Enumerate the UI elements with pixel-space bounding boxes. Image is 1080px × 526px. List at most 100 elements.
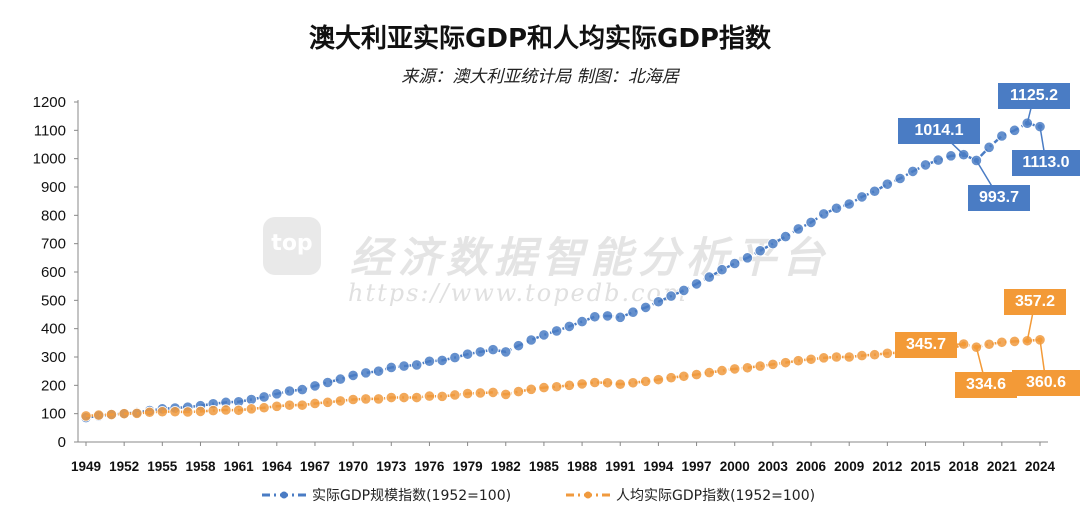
data-point-per-capita — [983, 338, 995, 350]
x-tick-label: 1976 — [414, 459, 445, 474]
data-point-gdp — [334, 373, 346, 385]
data-point-gdp — [296, 383, 308, 396]
data-point-gdp — [385, 361, 397, 374]
x-tick-label: 2003 — [758, 459, 789, 474]
data-point-per-capita — [169, 406, 181, 418]
x-tick-label: 1988 — [567, 459, 598, 474]
data-point-per-capita — [283, 399, 296, 411]
data-point-gdp — [525, 334, 537, 346]
data-point-per-capita — [385, 391, 397, 404]
data-point-per-capita — [449, 389, 461, 401]
x-tick-label: 1985 — [529, 459, 560, 474]
data-point-per-capita — [779, 357, 792, 369]
data-point-gdp — [538, 329, 550, 341]
data-point-gdp — [907, 165, 919, 178]
data-point-per-capita — [461, 387, 474, 400]
data-point-per-capita — [105, 408, 118, 421]
x-tick-label: 2015 — [910, 459, 941, 474]
data-point-gdp — [869, 185, 881, 197]
data-point-per-capita — [474, 387, 486, 399]
callout-label: 1113.0 — [1012, 150, 1080, 176]
x-tick-label: 1982 — [491, 459, 521, 474]
data-point-gdp — [398, 360, 410, 372]
data-point-per-capita — [144, 406, 156, 418]
data-point-per-capita — [869, 349, 881, 361]
data-point-per-capita — [843, 351, 855, 363]
y-tick-label: 400 — [41, 321, 66, 338]
data-point-gdp — [843, 198, 855, 210]
data-point-gdp — [779, 230, 792, 243]
series-line-per-capita — [85, 338, 1041, 418]
data-point-gdp — [754, 245, 766, 257]
x-tick-label: 1994 — [643, 459, 674, 474]
data-point-gdp — [360, 367, 372, 379]
data-point-gdp — [512, 340, 525, 352]
data-point-gdp — [500, 346, 512, 358]
chart-title: 澳大利亚实际GDP和人均实际GDP指数 — [309, 24, 771, 54]
data-point-gdp — [271, 388, 283, 400]
data-point-gdp — [894, 172, 906, 185]
callout-leader-end — [1037, 124, 1043, 130]
data-point-gdp — [449, 351, 461, 364]
x-tick-label: 1964 — [262, 459, 293, 474]
data-point-gdp — [601, 310, 614, 322]
data-point-per-capita — [118, 408, 130, 420]
data-point-per-capita — [563, 379, 575, 391]
data-point-per-capita — [194, 405, 207, 417]
callout-label: 1125.2 — [998, 83, 1070, 109]
x-tick-label: 1970 — [338, 459, 368, 474]
data-point-gdp — [678, 284, 690, 297]
data-point-per-capita — [347, 393, 359, 406]
data-point-gdp — [703, 271, 715, 283]
data-point-gdp — [309, 380, 321, 392]
x-tick-label: 1949 — [71, 459, 101, 474]
x-tick-label: 1955 — [147, 459, 178, 474]
data-point-gdp — [563, 320, 575, 332]
y-tick-label: 1100 — [34, 122, 66, 139]
y-tick-label: 500 — [41, 292, 66, 309]
x-tick-label: 2021 — [987, 459, 1018, 474]
data-point-gdp — [258, 391, 270, 403]
data-point-per-capita — [627, 377, 639, 389]
data-point-per-capita — [512, 385, 525, 398]
data-point-per-capita — [245, 403, 257, 415]
y-tick-label: 800 — [41, 207, 66, 224]
data-point-gdp — [729, 257, 741, 270]
data-point-gdp — [996, 130, 1008, 142]
callout-label: 357.2 — [1004, 289, 1066, 315]
legend-per-capita: 人均实际GDP指数(1952=100) — [566, 484, 815, 506]
legend-per-capita-label: 人均实际GDP指数(1952=100) — [616, 488, 816, 504]
data-point-gdp — [741, 252, 754, 264]
data-point-per-capita — [614, 378, 626, 390]
x-tick-label: 2006 — [796, 459, 827, 474]
data-point-per-capita — [640, 375, 652, 387]
data-point-per-capita — [487, 386, 499, 399]
data-point-gdp — [347, 369, 359, 382]
data-point-per-capita — [398, 391, 410, 404]
x-tick-label: 2024 — [1025, 459, 1056, 474]
data-point-per-capita — [792, 355, 804, 367]
data-point-per-capita — [334, 395, 346, 407]
data-point-per-capita — [818, 352, 830, 364]
data-point-per-capita — [690, 368, 703, 381]
data-point-per-capita — [360, 393, 372, 405]
callout-label: 334.6 — [955, 372, 1017, 398]
data-point-per-capita — [220, 404, 232, 416]
callout-leader-end — [1024, 120, 1030, 126]
y-tick-label: 900 — [41, 179, 66, 196]
x-tick-label: 1979 — [453, 459, 483, 474]
y-tick-label: 700 — [41, 236, 66, 253]
data-point-gdp — [614, 311, 626, 323]
data-point-per-capita — [322, 396, 334, 408]
data-point-gdp — [411, 359, 423, 371]
data-point-per-capita — [741, 362, 754, 374]
callout-leader-end — [973, 157, 979, 163]
x-tick-label: 2009 — [834, 459, 864, 474]
data-point-per-capita — [665, 372, 677, 384]
data-point-per-capita — [131, 407, 143, 419]
data-point-gdp — [474, 346, 486, 358]
data-point-per-capita — [881, 347, 893, 359]
data-point-per-capita — [716, 364, 728, 377]
data-point-gdp — [576, 315, 588, 328]
